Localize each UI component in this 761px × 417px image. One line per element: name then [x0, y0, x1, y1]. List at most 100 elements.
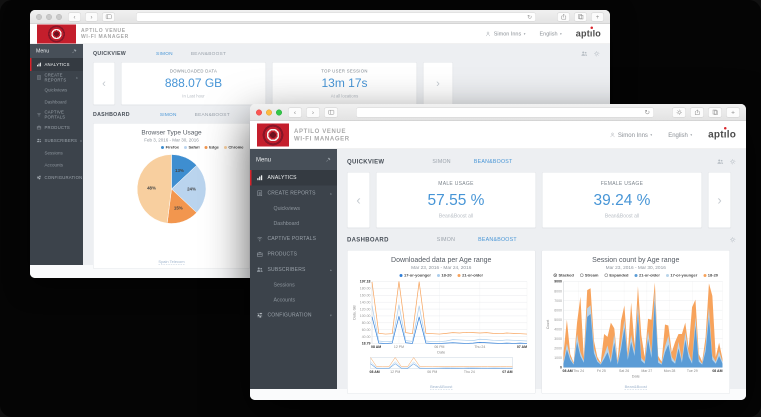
sidebar-item-configuration[interactable]: CONFIGURATION▾: [30, 171, 87, 184]
sidebar-item-configuration[interactable]: CONFIGURATION▾: [250, 308, 337, 324]
tab-bean-boost[interactable]: BEAN&BOOST: [473, 158, 513, 165]
sidebar-item-label: CREATE REPORTS: [267, 190, 316, 197]
share-button[interactable]: [690, 107, 704, 118]
forward-button[interactable]: ›: [306, 107, 320, 118]
sidebar-item-captive-portals[interactable]: CAPTIVE PORTALS: [250, 231, 337, 247]
users-icon[interactable]: [581, 50, 588, 57]
pin-sidebar-button[interactable]: [72, 48, 78, 54]
aptilo-target-logo: [37, 24, 76, 44]
dashboard-tabs: SIMON BEAN&BOOST: [160, 112, 230, 118]
config-icon: [257, 312, 264, 319]
sidebar-item-analytics[interactable]: ANALYTICS: [250, 170, 337, 186]
reload-icon[interactable]: ↻: [526, 13, 532, 21]
sidebar-item-quickviews[interactable]: Quickviews: [250, 201, 337, 216]
sidebar-item-subscribers[interactable]: SUBSCRIBERS ▴: [30, 134, 83, 147]
carousel-next-button[interactable]: ›: [708, 172, 731, 228]
language-menu[interactable]: English ▾: [668, 131, 692, 138]
sidebar-item-dashboard[interactable]: Dashboard: [30, 96, 83, 108]
sidebar-item-sessions[interactable]: Sessions: [30, 147, 83, 159]
gear-icon[interactable]: [730, 236, 737, 243]
svg-text:100.00: 100.00: [360, 314, 371, 318]
new-tab-button[interactable]: +: [726, 107, 740, 118]
reload-icon[interactable]: ↻: [644, 108, 650, 116]
tabs-overview-button[interactable]: [708, 107, 722, 118]
sidebar-item-captive-portals[interactable]: CAPTIVE PORTALS: [30, 108, 83, 121]
sidebar-item-subscribers[interactable]: SUBSCRIBERS ▴: [250, 262, 337, 278]
gear-icon[interactable]: [730, 158, 737, 165]
subscribers-icon: [256, 267, 264, 274]
tab-bean-boost[interactable]: BEAN&BOOST: [190, 50, 227, 57]
sidebar-item-label: SUBSCRIBERS: [267, 267, 306, 273]
gear-icon[interactable]: [594, 50, 601, 57]
legend-item-21-or-older[interactable]: 21-or-older: [634, 273, 660, 278]
carousel-prev-button[interactable]: ‹: [347, 172, 370, 228]
legend-item-edge[interactable]: Edge: [204, 145, 219, 150]
url-bar[interactable]: ↻: [136, 12, 536, 22]
user-menu[interactable]: Simon Inns ▾: [485, 31, 526, 37]
sidebar-item-create-reports[interactable]: CREATE REPORTS ▴: [30, 71, 83, 84]
tab-simon[interactable]: SIMON: [159, 111, 177, 118]
users-icon[interactable]: [717, 158, 724, 165]
menu-label: Menu: [256, 156, 272, 163]
url-bar[interactable]: ↻: [356, 107, 654, 118]
settings-button[interactable]: [672, 107, 686, 118]
close-window-button[interactable]: [256, 109, 262, 116]
tab-bean-boost[interactable]: BEAN&BOOST: [478, 236, 517, 243]
aptilo-wordmark-logo: aptılo: [708, 129, 736, 140]
share-button[interactable]: [557, 12, 570, 22]
watermark-link[interactable]: Spain Telecom: [158, 259, 185, 265]
sidebar-item-products[interactable]: PRODUCTS: [250, 247, 337, 263]
sidebar-item-analytics[interactable]: ANALYTICS: [30, 58, 83, 71]
sidebar-item-sessions[interactable]: Sessions: [250, 278, 337, 293]
legend-item-18-20[interactable]: 18-20: [703, 273, 718, 278]
minimize-window-button[interactable]: [46, 13, 52, 20]
carousel-next-button[interactable]: ›: [423, 62, 453, 105]
back-button[interactable]: ‹: [68, 12, 81, 22]
sidebar-item-dashboard[interactable]: Dashboard: [250, 216, 337, 231]
svg-text:08 AM: 08 AM: [562, 369, 572, 373]
legend-item-17-or-younger[interactable]: 17-or-younger: [665, 273, 697, 278]
watermark-link[interactable]: Bean&Boost: [430, 384, 453, 390]
sidebar-item-create-reports[interactable]: CREATE REPORTS ▴: [250, 186, 337, 202]
sidebar-item-accounts[interactable]: Accounts: [250, 293, 337, 308]
sidebar-toggle-button[interactable]: [102, 12, 115, 22]
legend-item-17-or-younger[interactable]: 17-or-younger: [399, 273, 431, 278]
tab-bean-boost[interactable]: BEAN&BOOST: [194, 111, 230, 118]
tab-simon[interactable]: SIMON: [156, 50, 173, 57]
tabs-overview-button[interactable]: [574, 12, 587, 22]
svg-text:18.79: 18.79: [361, 342, 370, 346]
svg-text:7000: 7000: [554, 299, 562, 303]
new-tab-button[interactable]: +: [591, 12, 604, 22]
mode-radio-stream[interactable]: Stream: [579, 273, 598, 278]
zoom-window-button[interactable]: [56, 13, 62, 20]
forward-button[interactable]: ›: [85, 12, 98, 22]
watermark-link[interactable]: Bean&Boost: [624, 384, 647, 390]
sidebar-toggle-button[interactable]: [324, 107, 338, 118]
legend-item-chrome[interactable]: Chrome: [223, 145, 244, 150]
legend-item-21-or-older[interactable]: 21-or-older: [457, 273, 483, 278]
legend-item-firefox[interactable]: Firefox: [161, 145, 179, 150]
zoom-window-button[interactable]: [276, 109, 282, 116]
mode-radio-expanded[interactable]: Expanded: [604, 273, 628, 278]
navigator-chart[interactable]: 08 AM 12 PM 06 PM Thu 24 07 AM: [366, 357, 516, 375]
user-menu[interactable]: Simon Inns ▾: [609, 131, 652, 138]
sidebar-item-quickviews[interactable]: Quickviews: [30, 84, 83, 96]
back-button[interactable]: ‹: [288, 107, 302, 118]
mode-radio-stacked[interactable]: Stacked: [553, 273, 574, 278]
downloaded-data-chart-card: Downloaded data per Age range Mar 23, 20…: [347, 250, 536, 394]
chevron-left-icon: ‹: [356, 192, 361, 208]
svg-text:08 AM: 08 AM: [369, 370, 379, 374]
svg-text:48%: 48%: [147, 185, 156, 190]
minimize-window-button[interactable]: [266, 109, 272, 116]
sidebar-item-accounts[interactable]: Accounts: [30, 159, 83, 171]
language-menu[interactable]: English ▾: [540, 31, 562, 37]
close-window-button[interactable]: [36, 13, 42, 20]
carousel-prev-button[interactable]: ‹: [93, 62, 115, 105]
stat-value: 39.24 %: [593, 191, 651, 209]
legend-item-18-20[interactable]: 18-20: [436, 273, 452, 278]
pin-sidebar-button[interactable]: [326, 157, 332, 163]
tab-simon[interactable]: SIMON: [436, 236, 456, 243]
legend-item-safari[interactable]: Safari: [183, 145, 200, 150]
tab-simon[interactable]: SIMON: [432, 158, 451, 165]
sidebar-item-products[interactable]: PRODUCTS: [30, 121, 83, 134]
